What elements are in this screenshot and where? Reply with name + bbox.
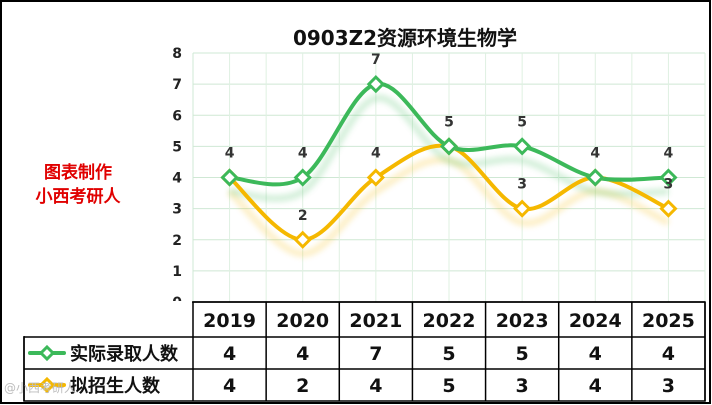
y-tick-label: 6	[172, 108, 182, 124]
table-cell: 4	[223, 375, 236, 397]
data-labels: 4 4 7 5 5 4 4 2 4 3 3	[225, 52, 674, 224]
data-point-marker	[293, 168, 312, 187]
data-label: 2	[298, 208, 308, 224]
table-cell: 5	[442, 375, 455, 397]
data-point-marker	[513, 137, 532, 156]
data-point-marker	[366, 75, 385, 94]
side-label-line2: 小西考研人	[36, 186, 122, 207]
data-label: 7	[371, 52, 381, 68]
data-label: 4	[225, 146, 235, 162]
data-point-marker	[513, 199, 532, 218]
data-point-marker	[366, 168, 385, 187]
table-cell: 4	[662, 343, 675, 365]
table-cell: 4	[589, 375, 602, 397]
data-point-marker	[586, 168, 605, 187]
x-tick-label: 2021	[349, 310, 402, 332]
data-point-marker	[659, 168, 678, 187]
data-label: 3	[664, 177, 674, 193]
data-label: 4	[298, 146, 308, 162]
data-label: 5	[517, 114, 527, 130]
legend-diamond-icon	[38, 376, 56, 394]
y-tick-label: 2	[172, 233, 182, 249]
table-cell: 2	[296, 375, 309, 397]
x-tick-label: 2020	[276, 310, 329, 332]
data-label: 5	[444, 114, 454, 130]
data-point-marker	[293, 230, 312, 249]
y-tick-label: 7	[172, 77, 182, 93]
x-tick-label: 2023	[496, 310, 549, 332]
data-label: 4	[590, 146, 600, 162]
table-cell: 4	[223, 343, 236, 365]
x-tick-label: 2025	[642, 310, 695, 332]
table-cell: 4	[296, 343, 309, 365]
y-tick-label: 3	[172, 202, 182, 218]
data-label: 3	[517, 177, 527, 193]
y-tick-label: 8	[172, 46, 182, 62]
legend-label: 实际录取人数	[70, 343, 179, 365]
x-tick-label: 2024	[569, 310, 622, 332]
legend-label: 拟招生人数	[70, 375, 161, 397]
y-axis-tick-labels: 012345678	[172, 46, 182, 311]
data-label: 4	[371, 146, 381, 162]
table-cell: 3	[662, 375, 675, 397]
y-tick-label: 1	[172, 264, 182, 280]
y-tick-label: 4	[172, 171, 182, 187]
side-label-line1: 图表制作	[44, 162, 112, 183]
chart-title: 0903Z2资源环境生物学	[293, 26, 517, 50]
x-tick-label: 2019	[203, 310, 256, 332]
x-tick-label: 2022	[423, 310, 476, 332]
table-header-blank	[23, 301, 192, 336]
table-cell: 3	[516, 375, 529, 397]
series-shadows	[227, 94, 670, 258]
table-cell: 7	[369, 343, 382, 365]
table-cell: 4	[369, 375, 382, 397]
watermark: @小西考研人	[4, 381, 77, 395]
table-cell: 5	[516, 343, 529, 365]
data-table: 2019 2020 2021 2022 2023 2024 2025 实际录取人数 4 4 7 5 5 4…	[23, 301, 706, 402]
data-point-marker	[220, 168, 239, 187]
y-tick-label: 5	[172, 139, 182, 155]
series-markers	[220, 75, 678, 249]
table-cell: 5	[442, 343, 455, 365]
table-cell: 4	[589, 343, 602, 365]
data-label: 4	[664, 146, 674, 162]
legend-diamond-icon	[38, 344, 56, 362]
series-shadow	[229, 94, 669, 202]
data-point-marker	[659, 199, 678, 218]
data-point-marker	[439, 137, 459, 156]
